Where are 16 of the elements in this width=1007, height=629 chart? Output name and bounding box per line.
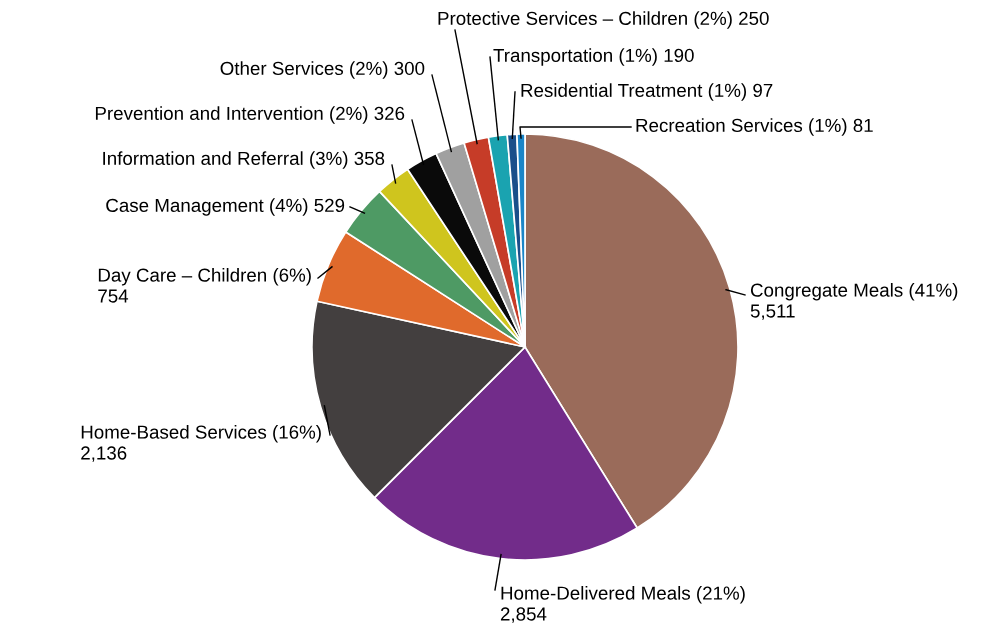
- slice-label: Residential Treatment (1%) 97: [521, 83, 773, 101]
- slice-label: Transportation (1%) 190: [493, 48, 694, 66]
- slice-label: Home-Based Services (16%): [81, 425, 321, 443]
- slice-label: Day Care – Children (6%): [98, 268, 311, 286]
- data-label: 2,136: [81, 446, 127, 462]
- data-label: 2,854: [500, 607, 547, 623]
- data-label: 5,511: [750, 304, 795, 320]
- slice-label: Case Management (4%) 529: [106, 198, 345, 216]
- slice-label: Other Services (2%) 300: [220, 61, 425, 79]
- slice-label: Home-Delivered Meals (21%): [501, 586, 745, 604]
- slice-label: Information and Referral (3%) 358: [103, 151, 385, 169]
- data-label: 754: [98, 289, 129, 303]
- slice-label: Congregate Meals (41%): [750, 283, 958, 301]
- slice-label: Prevention and Intervention (2%) 326: [95, 106, 405, 124]
- slice-label: Recreation Services (1%) 81: [636, 118, 873, 136]
- slice-label: Protective Services – Children (2%) 250: [438, 11, 769, 29]
